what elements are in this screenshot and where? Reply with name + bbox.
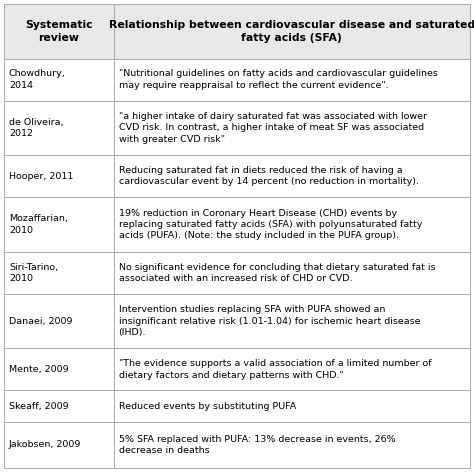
Bar bbox=[113, 294, 470, 348]
Bar bbox=[4, 197, 113, 252]
Bar bbox=[113, 101, 470, 155]
Text: 19% reduction in Coronary Heart Disease (CHD) events by
replacing saturated fatt: 19% reduction in Coronary Heart Disease … bbox=[118, 209, 422, 240]
Bar bbox=[113, 348, 470, 390]
Text: "a higher intake of dairy saturated fat was associated with lower
CVD risk. In c: "a higher intake of dairy saturated fat … bbox=[118, 112, 427, 144]
Bar bbox=[4, 155, 113, 197]
Bar bbox=[113, 4, 470, 59]
Text: Mente, 2009: Mente, 2009 bbox=[9, 365, 69, 374]
Text: Hooper, 2011: Hooper, 2011 bbox=[9, 172, 73, 181]
Text: Reduced events by substituting PUFA: Reduced events by substituting PUFA bbox=[118, 402, 296, 411]
Text: Systematic
review: Systematic review bbox=[25, 20, 92, 42]
Bar bbox=[4, 4, 113, 59]
Text: Jakobsen, 2009: Jakobsen, 2009 bbox=[9, 440, 82, 449]
Text: "The evidence supports a valid association of a limited number of
dietary factor: "The evidence supports a valid associati… bbox=[118, 359, 431, 379]
Bar bbox=[4, 348, 113, 390]
Bar bbox=[113, 390, 470, 422]
Bar bbox=[4, 422, 113, 468]
Bar bbox=[4, 252, 113, 294]
Text: de Oliveira,
2012: de Oliveira, 2012 bbox=[9, 118, 64, 138]
Bar bbox=[113, 155, 470, 197]
Text: "Nutritional guidelines on fatty acids and cardiovascular guidelines
may require: "Nutritional guidelines on fatty acids a… bbox=[118, 69, 438, 90]
Text: Relationship between cardiovascular disease and saturated
fatty acids (SFA): Relationship between cardiovascular dise… bbox=[109, 20, 474, 42]
Bar bbox=[4, 390, 113, 422]
Text: Skeaff, 2009: Skeaff, 2009 bbox=[9, 402, 69, 411]
Text: Intervention studies replacing SFA with PUFA showed an
insignificant relative ri: Intervention studies replacing SFA with … bbox=[118, 305, 420, 337]
Bar bbox=[4, 59, 113, 101]
Text: Chowdhury,
2014: Chowdhury, 2014 bbox=[9, 69, 66, 90]
Bar bbox=[113, 59, 470, 101]
Text: Siri-Tarino,
2010: Siri-Tarino, 2010 bbox=[9, 262, 58, 283]
Text: No significant evidence for concluding that dietary saturated fat is
associated : No significant evidence for concluding t… bbox=[118, 262, 435, 283]
Bar bbox=[113, 252, 470, 294]
Bar bbox=[113, 422, 470, 468]
Bar bbox=[4, 294, 113, 348]
Text: Reducing saturated fat in diets reduced the risk of having a
cardiovascular even: Reducing saturated fat in diets reduced … bbox=[118, 166, 419, 186]
Bar bbox=[4, 101, 113, 155]
Text: 5% SFA replaced with PUFA: 13% decrease in events, 26%
decrease in deaths: 5% SFA replaced with PUFA: 13% decrease … bbox=[118, 435, 395, 455]
Text: Danaei, 2009: Danaei, 2009 bbox=[9, 317, 73, 326]
Bar bbox=[113, 197, 470, 252]
Text: Mozaffarian,
2010: Mozaffarian, 2010 bbox=[9, 214, 68, 235]
